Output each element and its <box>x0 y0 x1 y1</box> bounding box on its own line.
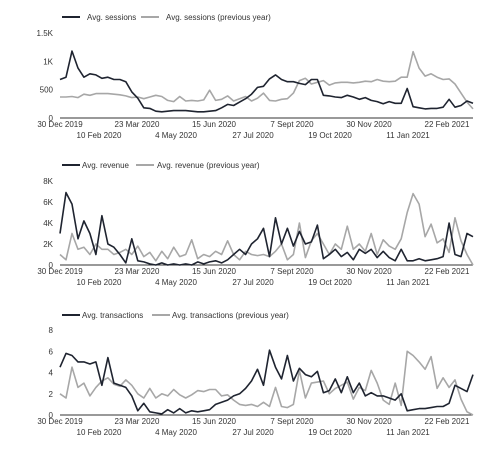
x-tick-label: 27 Jul 2020 <box>232 428 274 437</box>
y-tick-label: 6K <box>43 198 53 207</box>
y-tick-label: 8K <box>43 177 53 186</box>
x-tick-label: 19 Oct 2020 <box>308 428 352 437</box>
chart-panel-2: Avg. revenue Avg. revenue (previous year)… <box>37 161 474 287</box>
y-tick-label: 0 <box>49 261 54 270</box>
legend-label: Avg. sessions (previous year) <box>166 13 271 22</box>
y-tick-label: 1.5K <box>37 29 54 38</box>
x-tick-label: 30 Dec 2019 <box>37 267 83 276</box>
series-line-current <box>59 50 474 113</box>
chart-panel-1: Avg. sessions Avg. sessions (previous yea… <box>37 13 474 140</box>
x-tick-label: 23 Mar 2020 <box>115 267 160 276</box>
x-tick-label: 22 Feb 2021 <box>425 417 470 426</box>
x-tick-label: 4 May 2020 <box>155 428 197 437</box>
x-tick-label: 30 Nov 2020 <box>346 417 392 426</box>
x-tick-label: 22 Feb 2021 <box>425 267 470 276</box>
legend-label: Avg. transactions <box>82 311 143 320</box>
chart-panel-3: Avg. transactions Avg. transactions (prev… <box>37 311 474 437</box>
legend-label: Avg. transactions (previous year) <box>172 311 289 320</box>
x-tick-label: 30 Nov 2020 <box>346 120 392 129</box>
y-tick-label: 4 <box>49 369 54 378</box>
series-line-current <box>59 191 474 266</box>
x-tick-label: 23 Mar 2020 <box>115 120 160 129</box>
legend-label: Avg. revenue (previous year) <box>157 161 260 170</box>
y-tick-label: 6 <box>49 347 54 356</box>
x-tick-label: 30 Dec 2019 <box>37 417 83 426</box>
x-tick-label: 11 Jan 2021 <box>386 131 430 140</box>
y-tick-label: 1K <box>43 57 53 66</box>
series-line-previous-year <box>59 192 474 266</box>
x-tick-label: 23 Mar 2020 <box>115 417 160 426</box>
x-tick-label: 19 Oct 2020 <box>308 131 352 140</box>
x-tick-label: 15 Jun 2020 <box>192 120 237 129</box>
x-tick-label: 27 Jul 2020 <box>232 278 274 287</box>
series-line-current <box>59 349 474 415</box>
x-tick-label: 30 Dec 2019 <box>37 120 83 129</box>
x-tick-label: 7 Sept 2020 <box>270 417 314 426</box>
y-tick-label: 2K <box>43 240 53 249</box>
x-tick-label: 30 Nov 2020 <box>346 267 392 276</box>
series-line-previous-year <box>59 350 474 416</box>
x-tick-label: 19 Oct 2020 <box>308 278 352 287</box>
legend-label: Avg. revenue <box>82 161 130 170</box>
y-tick-label: 8 <box>49 326 54 335</box>
x-tick-label: 15 Jun 2020 <box>192 417 237 426</box>
x-tick-label: 10 Feb 2020 <box>77 131 122 140</box>
x-tick-label: 7 Sept 2020 <box>270 120 314 129</box>
x-tick-label: 4 May 2020 <box>155 278 197 287</box>
y-tick-label: 0 <box>49 114 54 123</box>
x-tick-label: 10 Feb 2020 <box>77 278 122 287</box>
x-tick-label: 4 May 2020 <box>155 131 197 140</box>
y-tick-label: 2 <box>49 390 54 399</box>
x-tick-label: 15 Jun 2020 <box>192 267 237 276</box>
x-tick-label: 11 Jan 2021 <box>386 428 430 437</box>
y-tick-label: 4K <box>43 219 53 228</box>
x-tick-label: 7 Sept 2020 <box>270 267 314 276</box>
legend-label: Avg. sessions <box>87 13 136 22</box>
x-tick-label: 11 Jan 2021 <box>386 278 430 287</box>
y-tick-label: 0 <box>49 411 54 420</box>
series-line-previous-year <box>60 50 474 110</box>
x-tick-label: 10 Feb 2020 <box>77 428 122 437</box>
x-tick-label: 27 Jul 2020 <box>232 131 274 140</box>
x-tick-label: 22 Feb 2021 <box>425 120 470 129</box>
y-tick-label: 500 <box>40 86 54 95</box>
